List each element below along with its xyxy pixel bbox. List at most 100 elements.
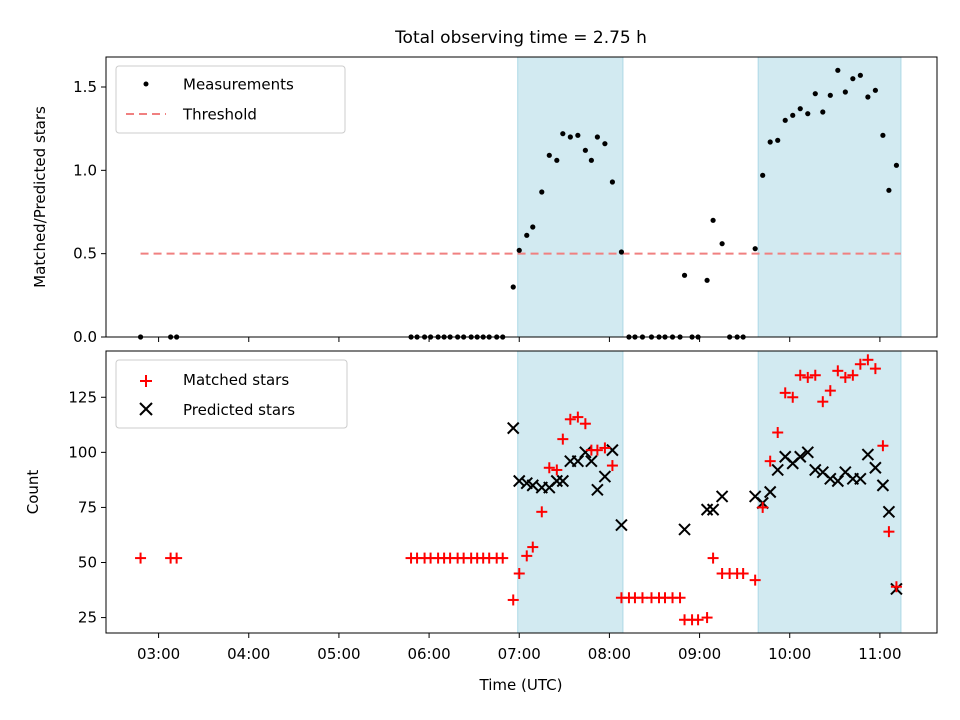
measurement-point-45 (704, 277, 710, 283)
predicted-point-10 (579, 446, 592, 459)
time-xtick-label-0: 03:00 (137, 645, 180, 663)
matched-point-62 (832, 365, 844, 377)
ratio-legend: Measurements Threshold (115, 65, 346, 134)
ratio-plot-frame (105, 56, 938, 338)
measurement-point-23 (546, 152, 552, 158)
measurement-point-18 (510, 284, 516, 290)
time-xtick-label-5: 08:00 (588, 645, 631, 663)
chart-title: Total observing time = 2.75 h (394, 28, 647, 48)
measurement-point-64 (850, 76, 856, 82)
matched-point-68 (877, 440, 889, 452)
legend-predicted-marker (139, 402, 153, 416)
matched-point-59 (809, 369, 821, 381)
matched-point-19 (513, 568, 525, 580)
matched-point-44 (692, 614, 704, 626)
matched-point-70 (890, 581, 902, 593)
count-y-axis-label: Count (24, 470, 42, 515)
measurement-point-70 (893, 162, 900, 168)
matched-point-50 (737, 568, 749, 580)
predicted-point-26 (794, 450, 807, 463)
count-legend: Matched stars Predicted stars (115, 359, 348, 429)
time-xtick-label-7: 10:00 (768, 645, 811, 663)
time-x-axis-label: Time (UTC) (479, 676, 563, 694)
predicted-point-27 (801, 446, 814, 459)
matched-point-21 (527, 541, 539, 553)
predicted-point-34 (854, 472, 867, 485)
measurement-point-20 (524, 232, 530, 238)
predicted-point-28 (809, 463, 822, 477)
ratio-shade-1 (757, 56, 902, 338)
measurement-point-60 (820, 109, 826, 115)
measurement-point-65 (857, 72, 863, 78)
measurement-point-55 (782, 117, 788, 123)
matched-point-66 (862, 354, 874, 366)
count-ytick-label-3: 100 (68, 443, 97, 461)
measurement-point-47 (719, 241, 725, 247)
matched-point-18 (507, 594, 519, 606)
legend-predicted-label: Predicted stars (183, 401, 295, 419)
count-plot-frame (105, 350, 938, 634)
measurement-point-67 (872, 87, 878, 93)
measurement-point-22 (539, 189, 545, 195)
legend-measurements-marker (143, 81, 149, 87)
time-xtick-label-3: 06:00 (407, 645, 450, 663)
matched-point-32 (606, 460, 618, 472)
predicted-point-23 (771, 463, 784, 477)
measurement-point-42 (681, 272, 688, 278)
measurement-point-57 (797, 106, 803, 112)
legend-matched-label: Matched stars (183, 371, 289, 389)
matched-point-26 (564, 413, 576, 425)
count-ytick-label-2: 75 (78, 498, 97, 516)
count-shade-0 (517, 350, 624, 634)
measurement-point-58 (805, 111, 811, 117)
matched-point-60 (817, 396, 829, 408)
predicted-point-18 (706, 503, 720, 516)
time-xtick-label-6: 09:00 (678, 645, 721, 663)
matched-point-2 (171, 552, 183, 564)
matched-point-51 (749, 574, 761, 586)
matched-point-55 (779, 387, 791, 399)
measurement-point-69 (886, 187, 892, 193)
measurement-point-54 (775, 137, 781, 143)
matched-point-67 (869, 363, 881, 375)
matched-point-65 (854, 358, 866, 370)
measurement-point-31 (602, 141, 608, 147)
predicted-point-17 (700, 503, 714, 516)
predicted-point-14 (606, 443, 619, 457)
predicted-point-11 (585, 454, 598, 468)
predicted-point-13 (598, 470, 612, 483)
predicted-point-7 (556, 474, 570, 488)
predicted-point-15 (615, 518, 628, 532)
matched-point-54 (772, 427, 784, 439)
measurement-point-56 (790, 112, 796, 118)
ratio-ytick-label-2: 1.0 (73, 161, 97, 179)
measurement-point-30 (594, 134, 600, 140)
matched-point-28 (579, 418, 591, 430)
measurement-point-25 (560, 131, 566, 137)
predicted-point-38 (882, 505, 896, 519)
matched-point-58 (802, 371, 814, 383)
count-legend-box (115, 359, 348, 429)
ratio-ytick-label-3: 1.5 (73, 78, 97, 96)
count-ytick-label-4: 125 (68, 388, 97, 406)
matched-point-0 (135, 552, 147, 564)
measurement-point-59 (812, 91, 818, 97)
matched-point-25 (557, 433, 569, 445)
matched-point-52 (757, 501, 769, 513)
measurement-point-24 (554, 157, 560, 163)
matched-point-30 (591, 444, 603, 456)
predicted-point-22 (763, 485, 777, 499)
measurement-point-29 (588, 157, 594, 163)
predicted-point-3 (526, 479, 539, 492)
ratio-panel: 0.0 0.5 1.0 1.5 Matched/Predicted stars Mea… (31, 56, 938, 346)
time-xtick-label-1: 04:00 (227, 645, 270, 663)
predicted-point-35 (861, 448, 875, 461)
matched-point-31 (599, 442, 611, 454)
matched-point-45 (701, 612, 713, 624)
matched-point-41 (674, 592, 686, 604)
matched-point-22 (536, 506, 548, 518)
measurement-point-26 (567, 134, 573, 140)
measurement-point-51 (752, 246, 758, 252)
matched-point-57 (794, 369, 806, 381)
